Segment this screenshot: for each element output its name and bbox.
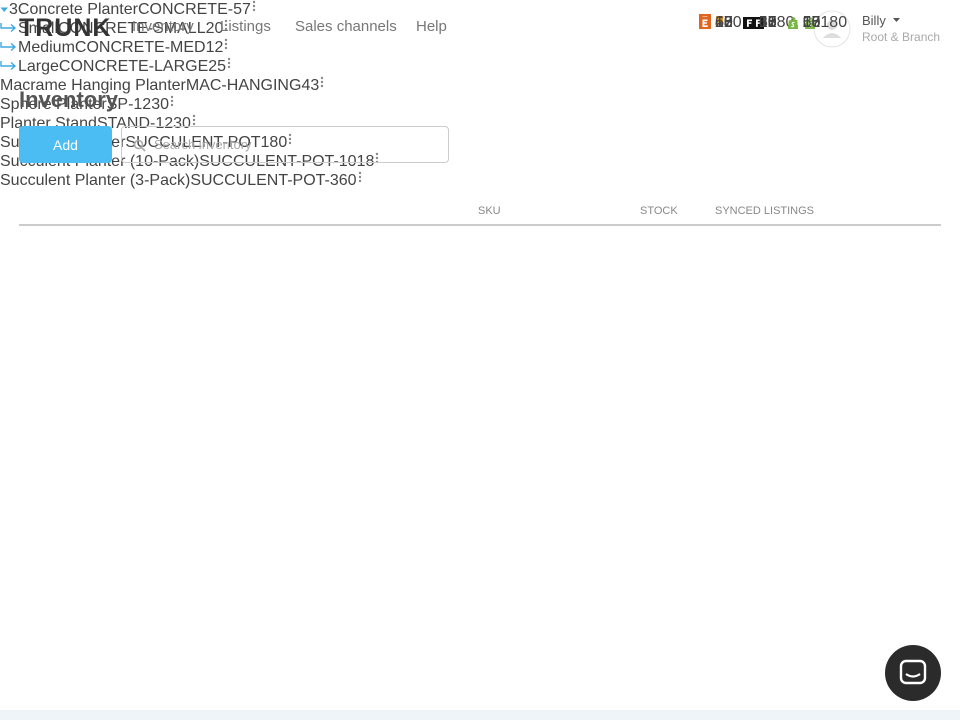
listing: 180 [804,14,847,32]
listing-count: 43 [715,14,733,31]
sku: SUCCULENT-POT-10 [199,153,357,170]
stock: 12 [205,39,224,56]
table-row: LargeCONCRETE-LARGE25252525 [0,14,960,76]
store-name: Root & Branch [862,30,941,44]
stock: 57 [233,1,251,18]
variant-count: 3 [9,1,18,18]
expand-caret[interactable] [0,6,9,14]
row-menu[interactable] [357,171,363,185]
product-name: Large [18,58,59,75]
product-name: Medium [18,39,75,56]
product-name: Macrame Hanging Planter [0,77,186,94]
listing-count: 18 [715,14,733,31]
table-row: Sphere PlanterSP-1230 [0,14,960,114]
stock: 60 [338,172,357,189]
header-sku: SKU [478,205,501,217]
child-arrow [0,42,17,52]
listing-count: 60 [758,14,777,31]
stock: 18 [356,153,375,170]
product-name: Concrete Planter [17,1,138,18]
user-name: Billy [862,13,886,28]
search-placeholder: Search inventory [154,137,252,152]
row-menu[interactable] [223,38,229,52]
footer-strip [0,710,960,720]
nav-link[interactable]: Sales channels [295,18,397,35]
etsy-icon [699,17,711,29]
product-name: Succulent Planter (3-Pack) [0,172,191,189]
sku: CONCRETE- [137,1,234,18]
listing: 60 [699,14,733,32]
shopify-icon [805,17,816,29]
facebook-icon [742,17,755,29]
row-menu[interactable] [319,76,325,90]
listing-count: 25 [715,14,733,31]
table-body: 3Concrete PlanterCONCRETE-57575757SmallC… [0,0,960,190]
table-row: MediumCONCRETE-MED12121212 [0,14,960,57]
row-menu[interactable] [226,57,232,71]
listing: 60 [742,14,777,32]
row-menu[interactable] [251,0,257,14]
header-listings: SYNCED LISTINGS [715,205,815,217]
caret [893,18,900,22]
logo[interactable]: TRUNK [19,14,112,42]
page-title: Inventory [19,87,119,112]
row-menu[interactable] [169,95,175,109]
header-stock: STOCK [640,205,678,217]
row-menu[interactable] [287,133,293,147]
search-icon [133,139,146,152]
listing-count: 180 [715,14,742,31]
sku: SUCCULENT-POT-3 [190,172,339,189]
sku: CONCRETE-LARGE [58,58,209,75]
stock: 43 [301,77,320,94]
sku: STAND-123 [96,115,183,132]
listing-count: 60 [802,14,821,31]
header-divider [19,224,941,226]
row-menu[interactable] [223,19,229,33]
sku: SP-123 [106,96,161,113]
user-menu[interactable]: Billy Root & Branch [813,10,943,50]
listing-count: 0 [715,14,724,31]
table-row: Macrame Hanging PlanterMAC-HANGING43 43 43 [0,14,960,95]
listing-count: 20 [715,14,733,31]
nav-link[interactable]: Listings [220,18,271,35]
sku: CONCRETE-MED [74,39,206,56]
row-menu[interactable] [191,114,197,128]
stock: 180 [260,134,288,151]
listing-count: 60 [715,14,733,31]
avatar [813,10,851,48]
listing-count: 180 [820,14,848,31]
product-name: Small [18,20,59,37]
listing-count: 12 [715,14,733,31]
sku: MAC-HANGING [185,77,302,94]
listing: 60 [787,14,821,32]
nav-link[interactable]: Inventory [132,18,194,35]
synced-listings: 60 60 60 [699,14,826,32]
sync-error [715,15,725,25]
stock: 25 [208,58,227,75]
chat-button[interactable] [884,644,942,702]
listing-count: 18 [802,14,821,31]
child-arrow [0,61,17,71]
sku: SUCCULENT-POT [125,134,261,151]
product-name: Sphere Planter [0,96,107,113]
sku: CONCRETE-SMALL [58,20,206,37]
shopify-icon [787,17,798,29]
table-row: Succulent Planter (3-Pack)SUCCULENT-POT-… [0,14,960,190]
listing-count: 57 [715,14,733,31]
listing-count: 18 [758,14,777,31]
stock: 20 [205,20,224,37]
stock: 0 [160,96,170,113]
stock: 0 [182,115,191,132]
search-input[interactable]: Search inventory [121,126,449,163]
add-button[interactable]: Add [19,126,112,163]
child-arrow [0,23,17,33]
listing-count: 180 [767,14,795,31]
nav-link[interactable]: Help [416,18,447,35]
